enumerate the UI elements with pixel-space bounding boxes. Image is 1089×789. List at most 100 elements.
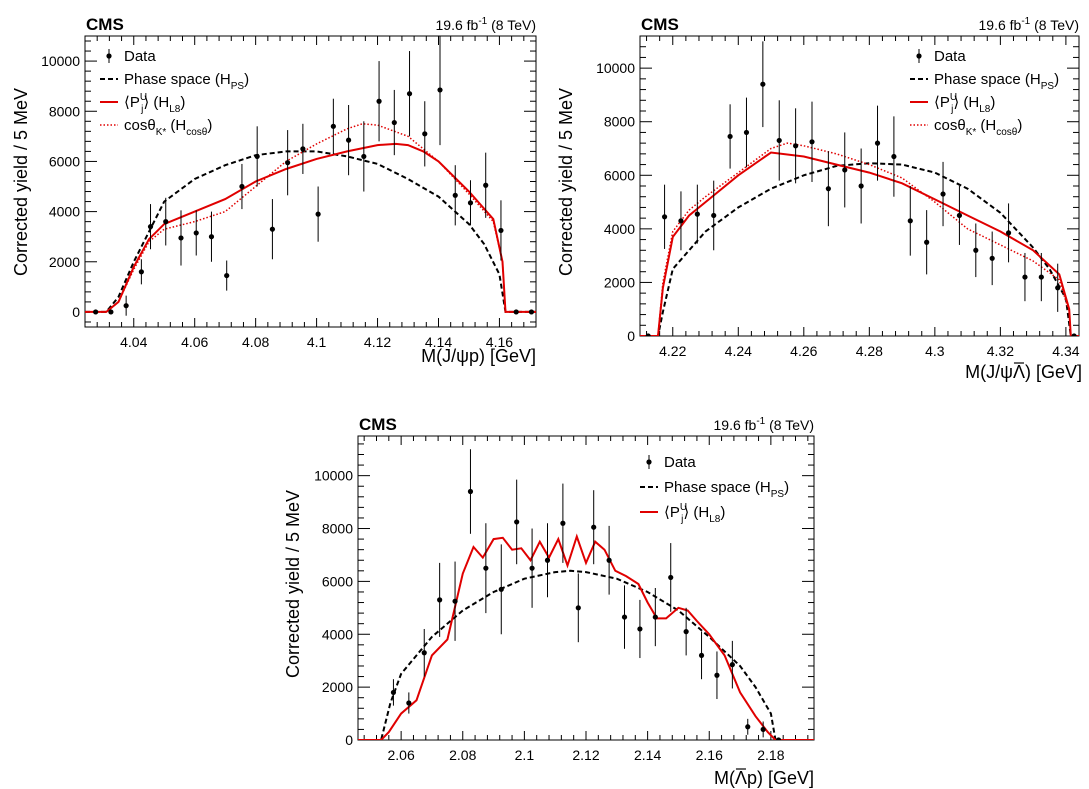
series-line-dashed	[358, 569, 814, 740]
data-point	[208, 234, 215, 240]
experiment-label: CMS	[86, 15, 124, 34]
data-point	[1055, 285, 1061, 291]
x-tick-label: 2.14	[634, 747, 661, 763]
data-point	[437, 597, 443, 603]
data-point	[1022, 274, 1028, 280]
luminosity-value: 19.6 fb	[714, 417, 757, 433]
data-point	[668, 574, 674, 581]
legend-sup: U	[140, 92, 147, 103]
legend-text: cosθ	[124, 117, 156, 134]
y-tick-label: 2000	[49, 254, 80, 270]
data-point	[498, 227, 504, 234]
series-line-dotted	[85, 123, 536, 313]
y-tick-label: 0	[627, 328, 635, 344]
legend-sub-2: cosθ	[186, 127, 208, 138]
series-line-solid	[358, 533, 814, 740]
luminosity-exponent: -1	[756, 416, 765, 427]
chart-svg-lambda-p: 2.06 2.08 2.1 2.12 2.14 2.16 2.18 0 2000 4000 6000…	[283, 415, 815, 788]
data-point	[956, 212, 963, 219]
data-point	[729, 662, 735, 668]
series-line-solid	[85, 142, 536, 313]
data-point	[714, 672, 720, 678]
data-point	[652, 614, 658, 620]
luminosity-label: 19.6 fb-1 (8 TeV)	[714, 416, 815, 433]
legend-sub-2: L8	[169, 104, 181, 115]
legend-text: Data	[664, 454, 696, 471]
data-point	[793, 143, 799, 149]
luminosity-exponent: -1	[1021, 16, 1030, 27]
legend-sub-2: L8	[709, 514, 721, 525]
data-point	[498, 586, 504, 592]
legend-sub: j	[680, 514, 683, 525]
y-tick-label: 2000	[322, 679, 353, 695]
x-tick-label: 4.24	[725, 343, 752, 359]
experiment-label: CMS	[359, 415, 397, 434]
legend-sup: U	[680, 502, 687, 513]
legend-sub: K*	[156, 127, 167, 138]
y-axis-title: Corrected yield / 5 MeV	[283, 490, 303, 678]
legend-text-2: ⟩ (H	[143, 94, 169, 111]
data-point	[891, 153, 897, 160]
data-point	[973, 247, 979, 253]
data-point	[315, 211, 321, 217]
plot-area	[640, 41, 1079, 336]
x-tick-label: 4.34	[1052, 343, 1079, 359]
x-tick-label: 4.16	[486, 334, 513, 350]
data-point	[645, 333, 651, 336]
data-point	[698, 652, 705, 659]
legend-sub: j	[950, 104, 953, 115]
data-point	[483, 565, 489, 571]
energy-label: (8 TeV)	[765, 417, 814, 433]
x-tick-label: 4.1	[307, 334, 327, 350]
legend-text-2: (H	[976, 117, 996, 134]
data-point	[239, 183, 245, 190]
data-point	[544, 557, 551, 563]
energy-label: (8 TeV)	[1030, 17, 1079, 33]
data-point	[528, 309, 535, 315]
data-point	[560, 520, 566, 526]
legend-entry: cosθK* (Hcosθ)	[934, 117, 1022, 138]
data-point	[842, 167, 848, 173]
data-point	[163, 219, 169, 225]
legend-text: ⟨P	[664, 504, 680, 521]
legend-entry: ⟨PU j⟩ (HL8)	[124, 92, 185, 115]
energy-label: (8 TeV)	[487, 17, 536, 33]
data-point	[390, 689, 397, 696]
legend-entry: Data	[934, 48, 966, 65]
x-tick-label: 2.06	[388, 747, 415, 763]
data-point	[727, 133, 733, 140]
legend-close: )	[1017, 117, 1022, 134]
legend-entry: ⟨PU j⟩ (HL8)	[664, 502, 725, 525]
x-tick-label: 4.22	[659, 343, 686, 359]
data-point	[147, 224, 154, 230]
chart-svg-jpsi-p: 4.04 4.06 4.08 4.1 4.12 4.14 4.16 0 2000 4000 6000…	[11, 15, 537, 366]
legend-entry: Phase space (HPS)	[664, 479, 789, 500]
chart-panel-jpsi-lambda: 4.22 4.24 4.26 4.28 4.3 4.32 4.34 0 2000 4000 6000…	[545, 0, 1089, 390]
data-point	[178, 235, 184, 241]
chart-panel-lambda-p: 2.06 2.08 2.1 2.12 2.14 2.16 2.18 0 2000 4000 6000…	[272, 402, 817, 789]
series-line-dashed	[85, 150, 536, 313]
x-tick-label: 4.32	[987, 343, 1014, 359]
data-point	[285, 160, 291, 166]
data-point	[376, 98, 382, 104]
x-tick-label: 4.3	[925, 343, 945, 359]
x-tick-label: 2.08	[449, 747, 476, 763]
data-point	[406, 91, 413, 97]
data-point	[108, 309, 114, 315]
plot-area	[85, 36, 536, 316]
data-point	[421, 650, 427, 656]
y-tick-label: 4000	[322, 626, 353, 642]
series-line-dotted	[640, 142, 1079, 336]
legend-entry: ⟨PU j⟩ (HL8)	[934, 92, 995, 115]
y-tick-label: 10000	[596, 60, 635, 76]
x-tick-label: 2.18	[757, 747, 784, 763]
legend-text: Phase space (H	[124, 71, 231, 88]
data-point	[745, 724, 751, 730]
legend-entry: Phase space (HPS)	[934, 71, 1059, 92]
data-point	[940, 191, 946, 197]
data-point	[422, 131, 428, 137]
data-point	[678, 218, 684, 224]
y-tick-label: 4000	[604, 221, 635, 237]
y-tick-label: 10000	[314, 468, 353, 484]
data-point	[437, 87, 443, 93]
